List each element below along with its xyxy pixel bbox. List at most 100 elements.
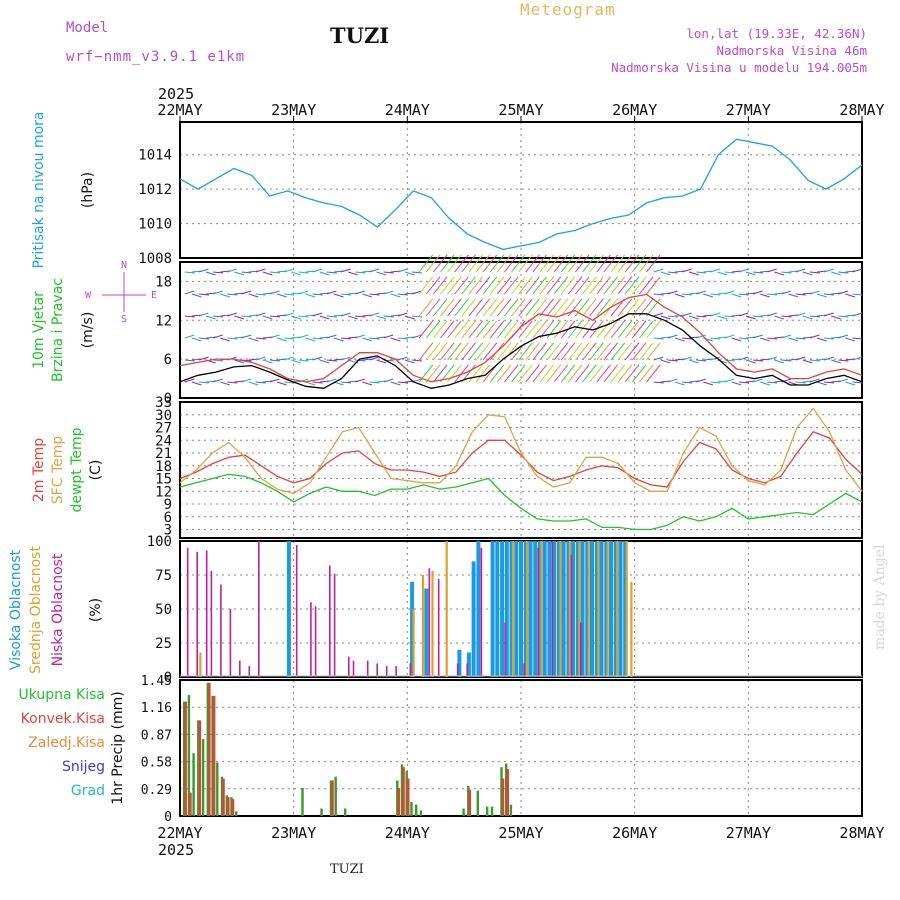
cloud-bar-low xyxy=(295,545,298,677)
wind-vector xyxy=(710,312,721,317)
wind-vector xyxy=(390,381,401,386)
precip-bar-convective xyxy=(222,778,225,816)
wind-vector xyxy=(852,312,863,317)
precip-bar-total xyxy=(230,797,233,816)
precip-unit-label: 1hr Precip (mm) xyxy=(110,691,126,804)
wind-vector xyxy=(262,359,273,364)
y-tick-label: 1.16 xyxy=(141,701,172,716)
cloud-bar-low xyxy=(186,547,189,677)
wind-vector xyxy=(518,254,533,273)
wind-vector xyxy=(511,254,526,273)
x-tick-label-top: 26MAY xyxy=(612,101,657,119)
wind-vector xyxy=(362,381,373,386)
wind-vector xyxy=(802,359,813,364)
wind-vector xyxy=(795,381,806,384)
cloud-bar-high xyxy=(623,541,628,677)
precip-legend-0: Ukupna Kisa xyxy=(18,687,105,703)
year-label-top: 2025 xyxy=(158,85,194,103)
wind-vector xyxy=(809,334,820,339)
wind-vector xyxy=(468,276,483,295)
wind-vector xyxy=(539,298,554,317)
wind-vector xyxy=(404,271,415,276)
wind-vector xyxy=(511,276,526,295)
wind-vector xyxy=(418,342,434,361)
year-label-bottom: 2025 xyxy=(158,841,194,859)
wind-vector xyxy=(567,298,583,317)
wind-vector xyxy=(504,276,519,295)
cloud-bar-high xyxy=(509,541,514,677)
wind-vector xyxy=(383,290,394,295)
cloud-bar-low xyxy=(385,666,388,677)
wind-vector xyxy=(355,315,366,318)
wind-vector xyxy=(596,364,611,383)
wind-vector xyxy=(220,381,230,386)
footer-station-label: TUZI xyxy=(330,862,364,877)
wind-vector xyxy=(553,298,569,317)
cloud-bar-low xyxy=(352,660,355,677)
wind-vector xyxy=(440,254,455,273)
wind-vector xyxy=(425,342,441,361)
y-tick-label: 50 xyxy=(155,602,172,618)
wind-vector xyxy=(560,298,576,317)
wind-vector xyxy=(213,359,224,362)
wind-vector xyxy=(461,254,476,273)
wind-vector xyxy=(575,342,590,361)
precip-bar-total xyxy=(419,810,423,816)
wind-vector xyxy=(319,315,330,320)
precip-bar-convective xyxy=(198,720,202,816)
wind-vector xyxy=(447,298,462,317)
wind-vector xyxy=(489,254,505,273)
wind-vector xyxy=(369,312,380,317)
precip-legend-4: Grad xyxy=(71,783,105,799)
wind-vector xyxy=(432,298,448,317)
wind-vector xyxy=(631,276,647,295)
wind-vector xyxy=(760,337,770,342)
cloud-bar-high xyxy=(585,541,590,677)
precip-bar-convective xyxy=(331,780,334,816)
wind-vector xyxy=(788,337,799,342)
wind-vector xyxy=(234,315,245,320)
wind-vector xyxy=(681,381,693,384)
wind-vector xyxy=(255,312,266,317)
temp2m-label: 2m Temp xyxy=(31,438,47,502)
wind-vector xyxy=(752,290,763,295)
wind-vector xyxy=(617,364,633,383)
wind-vector xyxy=(852,356,863,361)
wind-vector xyxy=(347,315,358,320)
cloud-bar-mid xyxy=(421,575,425,677)
wind-vector xyxy=(710,356,721,361)
wind-vector xyxy=(305,337,316,342)
wind-vector xyxy=(269,290,280,295)
wind-vector xyxy=(227,268,238,273)
cloud-bar-low xyxy=(456,663,459,677)
wind-vector xyxy=(489,298,505,317)
cloud-bar-high xyxy=(599,541,604,677)
wind-vector xyxy=(454,342,469,361)
wind-vector xyxy=(567,342,583,361)
precip-bar-total xyxy=(211,695,214,816)
wind-axis-label-2: Brzina i Pravac xyxy=(50,278,66,382)
wind-vector xyxy=(482,298,498,317)
cloud-bar-low xyxy=(580,622,582,677)
wind-vector xyxy=(539,276,554,295)
wind-vector xyxy=(631,342,647,361)
wind-vector xyxy=(575,276,590,295)
wind-vector xyxy=(639,342,654,361)
wind-vector xyxy=(738,268,749,273)
wind-vector xyxy=(284,268,294,273)
wind-vector xyxy=(319,271,330,276)
wind-vector xyxy=(191,337,202,342)
wind-vector xyxy=(397,381,408,384)
wind-vector xyxy=(596,276,611,295)
wind-vector xyxy=(575,298,590,317)
wind-vector xyxy=(255,293,266,296)
wind-vector xyxy=(205,315,216,320)
wind-vector xyxy=(681,293,693,296)
wind-vector xyxy=(674,293,685,298)
wind-vector xyxy=(646,364,661,383)
wind-vector xyxy=(646,276,661,295)
wind-vector xyxy=(560,254,576,273)
wind-vector xyxy=(617,298,633,317)
wind-vector xyxy=(610,254,626,273)
precip-bar-total xyxy=(415,804,418,816)
